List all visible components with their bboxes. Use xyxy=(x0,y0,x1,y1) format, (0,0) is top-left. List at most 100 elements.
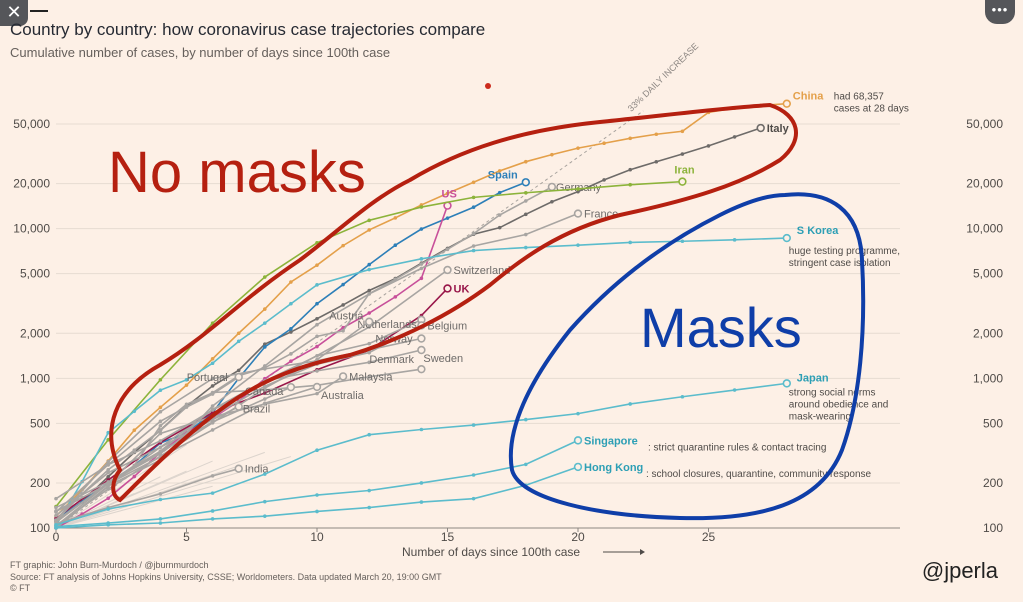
x-axis-arrowhead xyxy=(640,549,645,555)
series-india: India xyxy=(54,464,269,526)
data-point xyxy=(106,459,110,464)
data-point xyxy=(54,496,58,501)
series-singapore: Singapore: strict quarantine rules & con… xyxy=(54,435,826,529)
data-point xyxy=(263,472,267,476)
data-point xyxy=(524,245,528,250)
data-point xyxy=(184,378,189,382)
data-point xyxy=(289,330,293,334)
data-point xyxy=(419,481,424,485)
data-point xyxy=(315,322,319,327)
data-point xyxy=(419,257,424,261)
data-point xyxy=(54,513,58,518)
data-point xyxy=(497,190,502,195)
data-point xyxy=(315,391,319,396)
data-point xyxy=(654,159,659,164)
series-end-marker xyxy=(521,178,530,187)
data-point xyxy=(341,328,345,333)
data-point xyxy=(576,243,580,247)
data-point xyxy=(236,331,241,336)
data-point xyxy=(419,276,424,281)
series-label-iran: Iran xyxy=(674,165,694,177)
data-point xyxy=(628,182,632,187)
background-country-line xyxy=(55,456,292,529)
data-point xyxy=(367,341,372,346)
data-point xyxy=(732,238,737,242)
y-tick-label-right: 100 xyxy=(983,521,1003,535)
data-point xyxy=(210,491,215,495)
series-label-australia: Australia xyxy=(321,390,365,402)
data-point xyxy=(654,132,659,137)
data-point xyxy=(263,367,267,371)
data-point xyxy=(628,240,632,245)
data-point xyxy=(445,216,450,220)
data-point xyxy=(367,262,372,267)
series-end-marker xyxy=(417,364,426,374)
data-point xyxy=(315,344,319,349)
data-point xyxy=(732,135,737,139)
data-point xyxy=(680,239,685,244)
data-point xyxy=(210,384,215,388)
series-brazil: Brazil xyxy=(54,402,271,518)
x-tick-label: 15 xyxy=(441,530,455,544)
data-point xyxy=(210,404,215,408)
series-note-singapore: : strict quarantine rules & contact trac… xyxy=(648,442,826,453)
data-point xyxy=(367,311,372,315)
series-note-china: cases at 28 days xyxy=(834,104,909,115)
y-tick-label-right: 200 xyxy=(983,476,1003,490)
data-point xyxy=(158,439,163,443)
data-point xyxy=(367,267,372,272)
data-point xyxy=(471,423,476,427)
series-end-marker xyxy=(443,284,452,293)
data-point xyxy=(263,384,267,388)
data-point xyxy=(263,345,267,349)
x-tick-label: 10 xyxy=(310,530,324,544)
series-end-marker xyxy=(234,464,243,473)
data-point xyxy=(367,488,372,493)
red-dot-mark xyxy=(485,83,491,89)
data-point xyxy=(158,445,163,450)
chart-title: Country by country: how coronavirus case… xyxy=(10,20,486,39)
close-underline xyxy=(30,10,48,12)
data-point xyxy=(106,523,110,527)
series-australia: Australia xyxy=(54,382,365,523)
data-point xyxy=(210,407,215,412)
data-point xyxy=(576,411,580,416)
data-point xyxy=(341,303,345,307)
data-point xyxy=(524,212,528,217)
data-point xyxy=(132,474,137,479)
close-button[interactable]: ✕ xyxy=(0,0,28,26)
data-point xyxy=(263,307,267,311)
series-label-austria: Austria xyxy=(329,311,364,323)
data-point xyxy=(263,499,267,504)
copyright-note: © FT xyxy=(10,583,31,593)
data-point xyxy=(236,339,241,344)
data-point xyxy=(263,397,267,401)
data-point xyxy=(210,361,215,366)
y-tick-label-right: 10,000 xyxy=(966,222,1003,236)
data-point xyxy=(680,394,685,399)
x-tick-label: 20 xyxy=(571,530,585,544)
series-label-italy: Italy xyxy=(767,123,790,135)
data-point xyxy=(471,473,476,477)
y-tick-label-right: 2,000 xyxy=(973,326,1003,340)
data-point xyxy=(524,462,528,467)
series-label-switzerland: Switzerland xyxy=(454,265,511,277)
series-label-brazil: Brazil xyxy=(243,404,271,416)
data-point xyxy=(184,405,189,409)
credit-note: FT graphic: John Burn-Murdoch / @jburnmu… xyxy=(10,560,209,570)
more-options-button[interactable]: ••• xyxy=(985,0,1015,24)
series-end-marker xyxy=(756,123,765,133)
series-line-australia xyxy=(55,386,318,522)
data-point xyxy=(524,159,528,164)
y-tick-label-left: 100 xyxy=(30,521,50,535)
data-point xyxy=(628,167,632,172)
series-end-marker xyxy=(782,233,791,243)
data-point xyxy=(106,507,110,511)
data-point xyxy=(576,189,580,194)
data-point xyxy=(210,517,215,521)
data-point xyxy=(445,191,450,196)
data-point xyxy=(263,391,267,395)
data-point xyxy=(680,152,685,156)
y-tick-label-left: 500 xyxy=(30,416,50,430)
data-point xyxy=(289,359,293,364)
